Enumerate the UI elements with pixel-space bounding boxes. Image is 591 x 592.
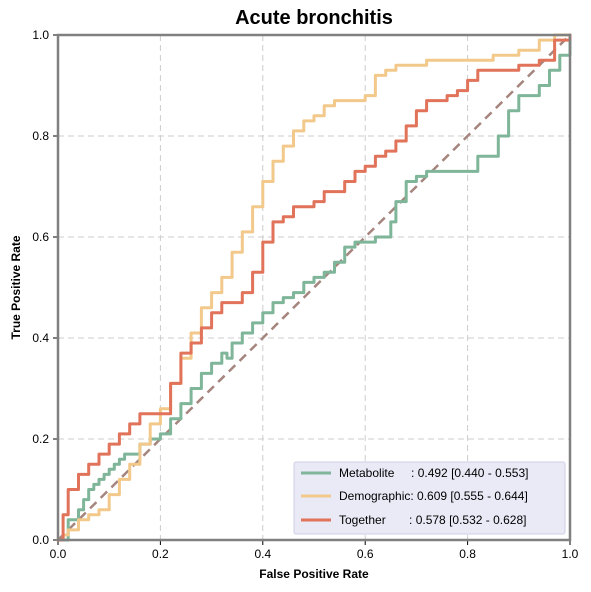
grid bbox=[58, 35, 570, 540]
chart-title: Acute bronchitis bbox=[235, 7, 393, 29]
y-tick-label: 0.0 bbox=[32, 533, 49, 547]
x-axis-label: False Positive Rate bbox=[259, 567, 369, 581]
roc-curve-together bbox=[56, 33, 572, 542]
plot-area-frame bbox=[56, 33, 572, 542]
roc-curve-metabolite bbox=[56, 33, 572, 542]
legend-entry-together: Together : 0.578 [0.532 - 0.628] bbox=[339, 513, 526, 527]
x-tick-label: 0.2 bbox=[152, 547, 169, 561]
y-tick-label: 1.0 bbox=[32, 28, 49, 42]
x-tick-label: 0.8 bbox=[459, 547, 476, 561]
y-axis-label: True Positive Rate bbox=[9, 235, 23, 339]
roc-curve-demographic bbox=[56, 33, 572, 542]
y-tick-label: 0.4 bbox=[32, 331, 49, 345]
x-tick-label: 0.4 bbox=[254, 547, 271, 561]
x-axis-ticks: 0.0 0.2 0.4 0.6 0.8 1.0 bbox=[50, 540, 579, 561]
legend-entry-demographic: Demographic: 0.609 [0.555 - 0.644] bbox=[339, 489, 528, 503]
x-tick-label: 1.0 bbox=[562, 547, 579, 561]
roc-curves bbox=[56, 33, 572, 542]
legend-entry-metabolite: Metabolite : 0.492 [0.440 - 0.553] bbox=[339, 466, 528, 480]
y-tick-label: 0.6 bbox=[32, 230, 49, 244]
y-tick-label: 0.8 bbox=[32, 129, 49, 143]
x-tick-label: 0.6 bbox=[357, 547, 374, 561]
legend-box bbox=[293, 461, 566, 535]
y-tick-label: 0.2 bbox=[32, 432, 49, 446]
x-tick-label: 0.0 bbox=[50, 547, 67, 561]
y-axis-ticks: 0.0 0.2 0.4 0.6 0.8 1.0 bbox=[32, 28, 58, 547]
legend: Metabolite : 0.492 [0.440 - 0.553] Demog… bbox=[293, 461, 566, 535]
